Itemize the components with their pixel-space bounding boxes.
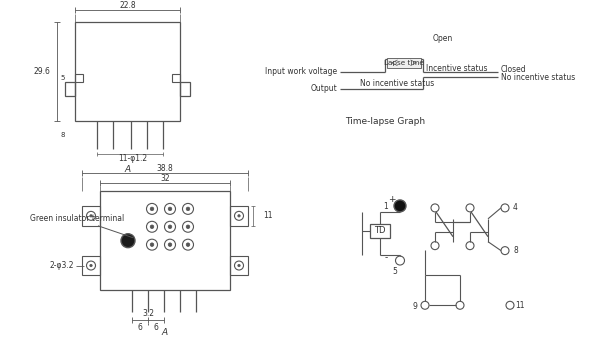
Bar (370, 224, 390, 238)
Text: No incentive status: No incentive status (360, 79, 435, 88)
Text: Lapse time: Lapse time (384, 60, 424, 66)
Bar (230, 256, 248, 276)
Circle shape (238, 215, 240, 217)
Text: Closed: Closed (501, 65, 526, 74)
Text: TD: TD (374, 226, 386, 235)
Circle shape (90, 215, 92, 217)
Circle shape (186, 243, 190, 246)
Text: 2-φ3.2: 2-φ3.2 (49, 261, 74, 270)
Circle shape (150, 207, 154, 211)
Text: Open: Open (433, 34, 453, 44)
Bar (75, 74, 83, 82)
Text: 32: 32 (160, 174, 170, 183)
Text: 5: 5 (61, 75, 65, 81)
Text: 38.8: 38.8 (157, 164, 173, 173)
Bar (75, 22, 180, 121)
Text: No incentive status: No incentive status (501, 73, 575, 82)
Bar (82, 256, 100, 276)
Text: +: + (388, 196, 395, 204)
Text: A: A (124, 165, 130, 174)
Text: 11: 11 (515, 301, 525, 310)
Text: 11-φ1.2: 11-φ1.2 (118, 154, 147, 163)
Bar (387, 58, 421, 68)
Text: 1: 1 (383, 203, 388, 211)
Circle shape (121, 234, 135, 248)
Bar (172, 74, 180, 82)
Text: 4: 4 (513, 203, 518, 212)
Circle shape (168, 225, 172, 229)
Circle shape (238, 264, 240, 267)
Text: 5: 5 (392, 267, 397, 276)
Bar (100, 191, 230, 290)
Text: 6: 6 (154, 323, 159, 332)
Circle shape (186, 225, 190, 229)
Circle shape (168, 243, 172, 246)
Text: 3.2: 3.2 (142, 309, 154, 318)
Bar (65, 82, 75, 95)
Circle shape (90, 264, 92, 267)
Text: 22.8: 22.8 (119, 1, 136, 10)
Text: 8: 8 (513, 246, 517, 255)
Text: Time-lapse Graph: Time-lapse Graph (345, 117, 425, 126)
Text: Incentive status: Incentive status (426, 64, 487, 73)
Text: Input work voltage: Input work voltage (265, 67, 337, 76)
Circle shape (168, 207, 172, 211)
Text: A: A (162, 327, 168, 337)
Bar (180, 82, 190, 95)
Circle shape (394, 200, 406, 212)
Text: Output: Output (310, 84, 337, 93)
Circle shape (150, 243, 154, 246)
Text: Green insulator terminal: Green insulator terminal (30, 214, 124, 223)
Text: 8: 8 (61, 132, 66, 138)
Bar (230, 206, 248, 226)
Text: 29.6: 29.6 (33, 67, 50, 76)
Text: 9: 9 (412, 302, 417, 311)
Circle shape (186, 207, 190, 211)
Text: 11: 11 (263, 211, 272, 220)
Bar (82, 206, 100, 226)
Text: 6: 6 (138, 323, 142, 332)
Text: -: - (385, 253, 388, 262)
Circle shape (150, 225, 154, 229)
